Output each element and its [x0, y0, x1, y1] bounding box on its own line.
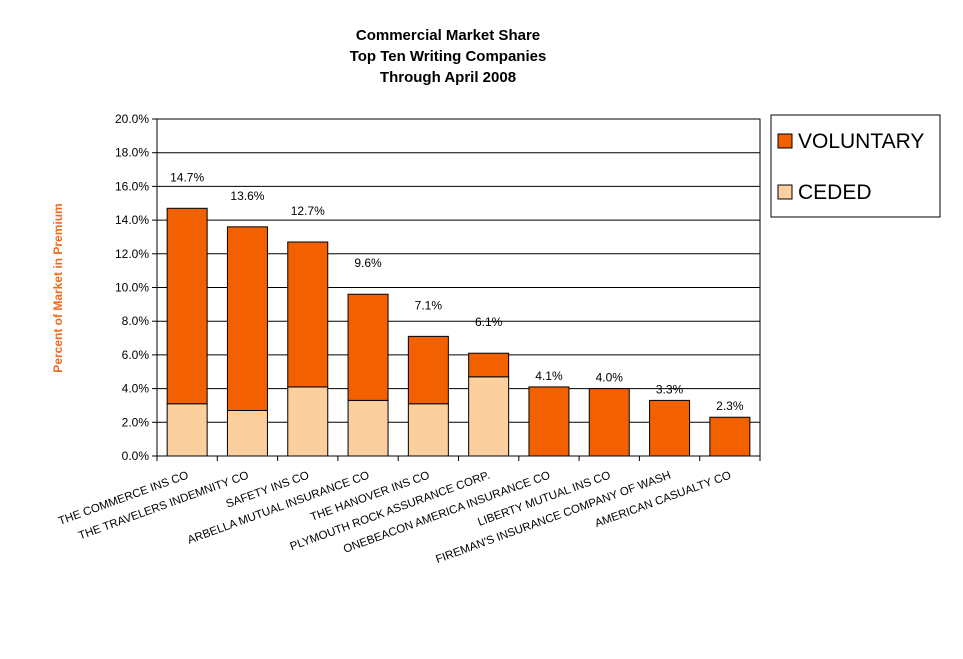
bar-voluntary: [588, 388, 630, 457]
y-tick-label: 10.0%: [115, 281, 149, 295]
chart-title: Commercial Market Share Top Ten Writing …: [350, 27, 547, 86]
legend: VOLUNTARY CEDED: [770, 114, 941, 218]
legend-label-ceded: CEDED: [798, 181, 872, 204]
bar-voluntary: [166, 207, 208, 405]
data-label: 4.1%: [535, 369, 563, 383]
data-label: 9.6%: [354, 256, 382, 270]
y-tick-label: 0.0%: [122, 449, 150, 463]
bar-voluntary: [226, 226, 268, 412]
legend-swatch-ceded: [777, 184, 793, 200]
chart-title-line-1: Commercial Market Share: [356, 27, 540, 44]
axes: [152, 118, 761, 461]
legend-label-voluntary: VOLUNTARY: [798, 130, 924, 153]
data-label: 2.3%: [716, 399, 744, 413]
legend-box: [770, 114, 941, 218]
chart-title-line-2: Top Ten Writing Companies: [350, 48, 547, 65]
data-label: 12.7%: [291, 204, 325, 218]
data-label: 7.1%: [415, 298, 443, 312]
data-label: 13.6%: [230, 189, 264, 203]
y-tick-label: 8.0%: [122, 314, 150, 328]
bar-voluntary: [528, 386, 570, 457]
chart-title-line-3: Through April 2008: [380, 69, 516, 86]
y-tick-label: 4.0%: [122, 382, 150, 396]
bar-voluntary: [709, 416, 751, 457]
bar-voluntary: [407, 335, 449, 405]
y-tick-label: 18.0%: [115, 146, 149, 160]
y-tick-label: 14.0%: [115, 213, 149, 227]
data-labels: 14.7% 13.6% 12.7% 9.6% 7.1% 6.1% 4.1% 4.0% 3.3% 2…: [170, 170, 744, 413]
bar-ceded: [347, 399, 389, 457]
y-tick-label: 16.0%: [115, 179, 149, 193]
y-tick-labels: 0.0% 2.0% 4.0% 6.0% 8.0% 10.0% 12.0% 14.0% 16.0%…: [115, 112, 149, 463]
bar-voluntary: [649, 399, 691, 457]
bar-voluntary: [347, 293, 389, 401]
y-tick-label: 12.0%: [115, 247, 149, 261]
bar-ceded: [287, 386, 329, 457]
bar-ceded: [407, 403, 449, 457]
data-label: 6.1%: [475, 315, 503, 329]
y-tick-label: 20.0%: [115, 112, 149, 126]
data-label: 14.7%: [170, 170, 204, 184]
data-label: 4.0%: [596, 371, 624, 385]
bar-ceded: [468, 376, 510, 457]
bar-ceded: [226, 410, 268, 457]
data-label: 3.3%: [656, 382, 684, 396]
y-tick-label: 2.0%: [122, 415, 150, 429]
bars: [166, 207, 751, 457]
bar-voluntary: [468, 352, 510, 378]
legend-swatch-voluntary: [777, 133, 793, 149]
bar-voluntary: [287, 241, 329, 388]
bar-ceded: [166, 403, 208, 457]
y-axis-label: Percent of Market in Premium: [51, 203, 65, 372]
y-tick-label: 6.0%: [122, 348, 150, 362]
